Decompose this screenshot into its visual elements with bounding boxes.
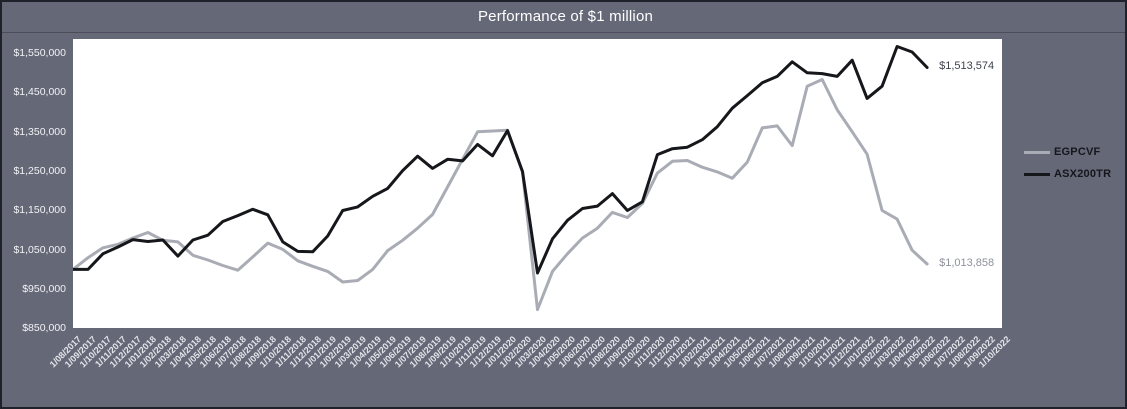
egpcvf-line-swatch: [1024, 150, 1050, 154]
plot-area: [73, 39, 1002, 328]
line-chart-canvas: [73, 45, 929, 312]
asx200tr-series-line: [73, 45, 929, 275]
legend-item-egpcvf: EGPCVF: [1024, 146, 1111, 158]
y-axis-tick-label: $1,150,000: [13, 204, 66, 217]
asx200tr-final-value-label: $1,513,574: [939, 60, 995, 73]
y-axis-tick-label: $1,550,000: [13, 47, 66, 60]
y-axis-tick-label: $1,050,000: [13, 243, 66, 256]
egpcvf-series-line: [73, 78, 929, 312]
y-axis-tick-label: $850,000: [22, 322, 66, 335]
egpcvf-final-value-label: $1,013,858: [939, 257, 995, 269]
y-axis-tick-label: $1,350,000: [13, 125, 66, 138]
chart-title: Performance of $1 million: [477, 8, 654, 25]
y-axis-tick-label: $950,000: [22, 283, 66, 296]
legend: EGPCVF ASX200TR: [1024, 146, 1111, 190]
y-axis-tick-label: $1,250,000: [13, 165, 66, 178]
asx200tr-line-swatch: [1024, 172, 1050, 176]
title-divider: [2, 32, 1125, 33]
y-axis-tick-label: $1,450,000: [13, 86, 66, 99]
legend-label-asx200tr: ASX200TR: [1054, 168, 1112, 180]
legend-item-asx200tr: ASX200TR: [1024, 168, 1111, 180]
legend-label-egpcvf: EGPCVF: [1054, 146, 1101, 158]
